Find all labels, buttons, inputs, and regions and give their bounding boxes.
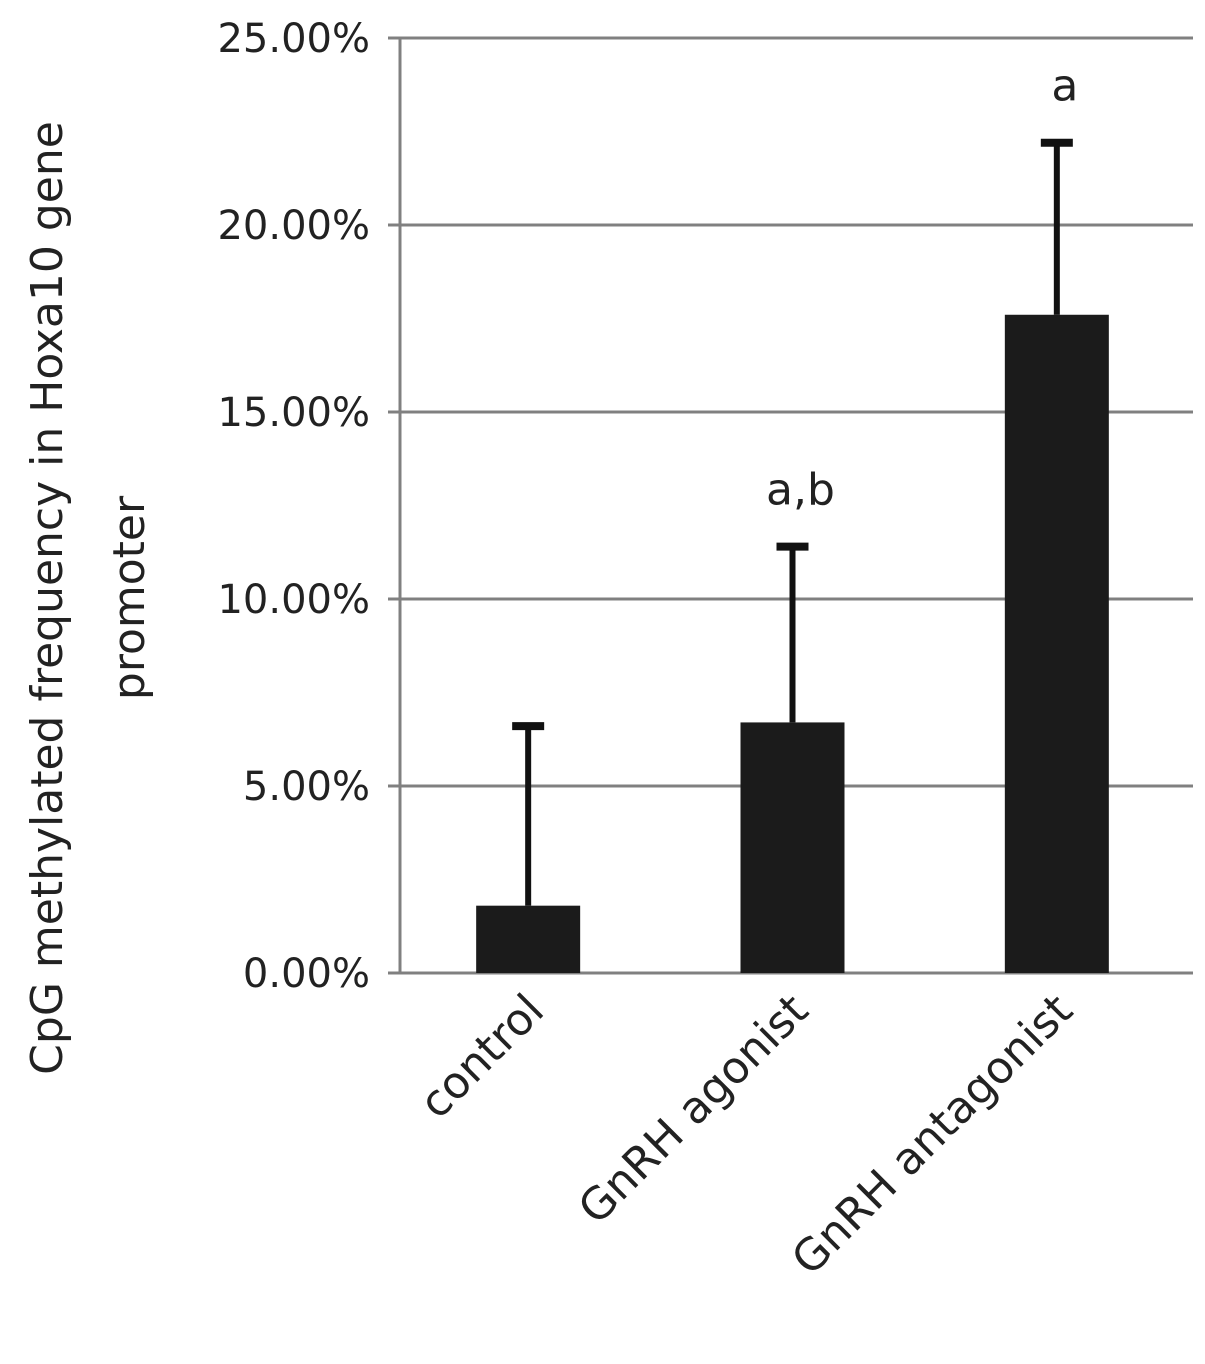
significance-label: a <box>1051 61 1078 112</box>
significance-annotations: a,b a <box>766 61 1078 516</box>
y-tick-label: 25.00% <box>217 16 370 62</box>
y-tick-label: 5.00% <box>243 764 370 810</box>
x-tick-label: control <box>410 985 554 1129</box>
bar <box>476 905 581 973</box>
x-tick-label: GnRH agonist <box>569 985 818 1234</box>
bars <box>476 314 1109 973</box>
y-tick-label: 15.00% <box>217 390 370 436</box>
bar <box>740 722 845 973</box>
y-tick-labels: 0.00% 5.00% 10.00% 15.00% 20.00% 25.00% <box>217 16 370 997</box>
y-tick-label: 10.00% <box>217 577 370 623</box>
error-bars <box>512 138 1073 906</box>
y-tick-label: 0.00% <box>243 951 370 997</box>
y-axis-label: CpG methylated frequency in Hoxa10 gene … <box>22 121 155 1075</box>
y-axis-label-line-2: promoter <box>104 495 155 700</box>
significance-label: a,b <box>766 465 835 516</box>
y-axis-label-line-1: CpG methylated frequency in Hoxa10 gene <box>22 121 73 1075</box>
y-tick-label: 20.00% <box>217 203 370 249</box>
bar <box>1004 314 1109 973</box>
x-tick-label: GnRH antagonist <box>782 985 1082 1285</box>
